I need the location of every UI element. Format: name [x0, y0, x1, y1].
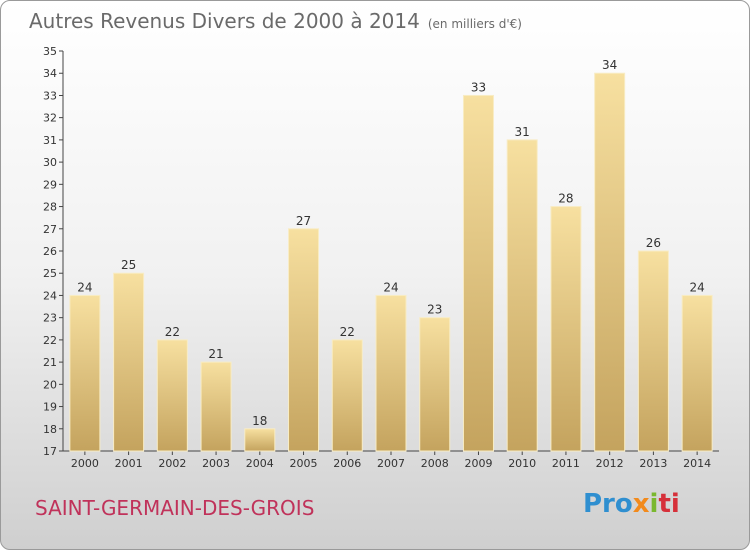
bar[interactable] — [550, 206, 582, 452]
y-tick-label: 21 — [43, 356, 57, 369]
x-tick-label: 2014 — [683, 457, 711, 470]
logo-part-4: ti — [658, 489, 680, 519]
y-tick-label: 17 — [43, 445, 57, 458]
axis-layer: 17 18 19 20 21 22 23 24 25 26 27 28 29 30 31 32 33 34 35 20… — [43, 45, 719, 470]
bar-value-label: 24 — [77, 280, 92, 294]
y-tick-label: 25 — [43, 267, 57, 280]
location-name: SAINT-GERMAIN-DES-GROIS — [35, 496, 315, 520]
bars-layer: 24 25 22 21 18 27 22 24 23 33 31 28 34 26 24 — [69, 58, 713, 452]
bar[interactable] — [681, 294, 713, 452]
y-tick-label: 23 — [43, 312, 57, 325]
y-tick-label: 20 — [43, 378, 57, 391]
chart-title: Autres Revenus Divers de 2000 à 2014 (en … — [29, 9, 522, 33]
bar-value-label: 31 — [515, 125, 530, 139]
bar[interactable] — [156, 339, 188, 452]
y-tick-label: 24 — [43, 289, 57, 302]
bar-value-label: 25 — [121, 258, 136, 272]
x-tick-label: 2006 — [333, 457, 361, 470]
x-tick-label: 2007 — [377, 457, 405, 470]
y-tick-label: 35 — [43, 45, 57, 58]
bar-value-label: 22 — [165, 325, 180, 339]
bar[interactable] — [506, 139, 538, 452]
bar[interactable] — [113, 272, 145, 452]
x-tick-label: 2008 — [421, 457, 449, 470]
bar[interactable] — [288, 228, 320, 452]
logo-part-1: Pro — [583, 489, 633, 519]
bar[interactable] — [462, 94, 494, 452]
bar-value-label: 34 — [602, 58, 617, 72]
y-tick-label: 32 — [43, 112, 57, 125]
x-tick-label: 2012 — [596, 457, 624, 470]
bar-value-label: 23 — [427, 303, 442, 317]
x-tick-label: 2002 — [158, 457, 186, 470]
x-tick-label: 2013 — [639, 457, 667, 470]
x-tick-label: 2000 — [71, 457, 99, 470]
x-tick-label: 2009 — [464, 457, 492, 470]
y-tick-label: 30 — [43, 156, 57, 169]
bar[interactable] — [637, 250, 669, 452]
y-tick-label: 33 — [43, 89, 57, 102]
y-tick-label: 19 — [43, 401, 57, 414]
y-tick-label: 22 — [43, 334, 57, 347]
x-tick-label: 2004 — [246, 457, 274, 470]
y-tick-label: 28 — [43, 201, 57, 214]
bar[interactable] — [244, 428, 276, 452]
y-tick-label: 34 — [43, 67, 57, 80]
bar-value-label: 27 — [296, 214, 311, 228]
y-tick-label: 29 — [43, 178, 57, 191]
unit-label: (en milliers d'€) — [427, 17, 522, 31]
y-tick-label: 18 — [43, 423, 57, 436]
x-tick-label: 2011 — [552, 457, 580, 470]
x-tick-label: 2010 — [508, 457, 536, 470]
proxiti-logo[interactable]: Proxiti — [583, 489, 680, 519]
bar-value-label: 24 — [383, 280, 398, 294]
bar[interactable] — [331, 339, 363, 452]
bar-value-label: 33 — [471, 80, 486, 94]
x-tick-label: 2001 — [115, 457, 143, 470]
bar-value-label: 24 — [689, 280, 704, 294]
bar[interactable] — [594, 72, 626, 452]
bar[interactable] — [200, 361, 232, 452]
bar[interactable] — [69, 294, 101, 452]
bar[interactable] — [375, 294, 407, 452]
y-tick-label: 26 — [43, 245, 57, 258]
bar-value-label: 22 — [340, 325, 355, 339]
bar-value-label: 18 — [252, 414, 267, 428]
y-tick-label: 31 — [43, 134, 57, 147]
bar-value-label: 28 — [558, 192, 573, 206]
logo-part-2: x — [632, 489, 650, 519]
y-tick-label: 27 — [43, 223, 57, 236]
x-tick-label: 2005 — [290, 457, 318, 470]
logo-part-3: i — [649, 489, 659, 519]
bar-value-label: 26 — [646, 236, 661, 250]
bar-value-label: 21 — [208, 347, 223, 361]
x-tick-label: 2003 — [202, 457, 230, 470]
bar[interactable] — [419, 317, 451, 452]
